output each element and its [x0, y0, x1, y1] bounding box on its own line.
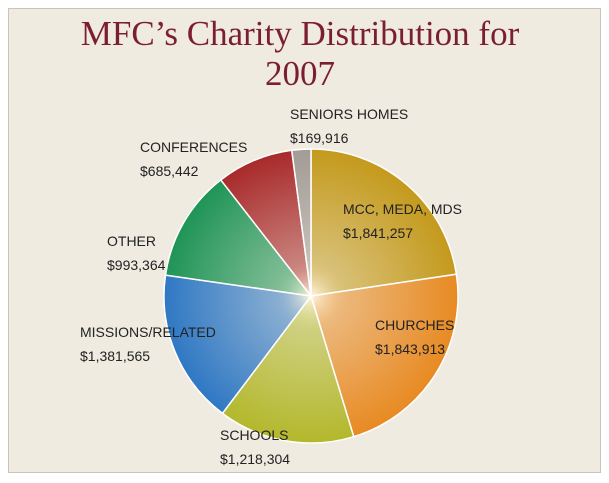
value-label: $1,381,565 [80, 348, 150, 364]
pie-slice [164, 178, 313, 298]
value-label: $993,364 [107, 257, 166, 273]
value-label: $685,442 [140, 163, 199, 179]
slice-label: CHURCHES [375, 317, 454, 333]
slice-label: OTHER [107, 233, 156, 249]
slice-label: SENIORS HOMES [290, 106, 408, 122]
value-label: $1,218,304 [220, 451, 290, 467]
pie-slice [221, 294, 355, 444]
slice-label: SCHOOLS [220, 427, 288, 443]
slice-label: MISSIONS/RELATED [80, 324, 216, 340]
slice-label: MCC, MEDA, MDS [343, 201, 462, 217]
slice-label: CONFERENCES [140, 139, 247, 155]
pie-slice [290, 148, 312, 297]
value-label: $1,843,913 [375, 341, 445, 357]
pie-slice [310, 148, 458, 297]
pie-slice [163, 274, 313, 415]
value-label: $169,916 [290, 130, 349, 146]
pie-slice [310, 273, 459, 438]
value-label: $1,841,257 [343, 225, 413, 241]
chart-title: MFC’s Charity Distribution for 2007 [80, 14, 520, 93]
